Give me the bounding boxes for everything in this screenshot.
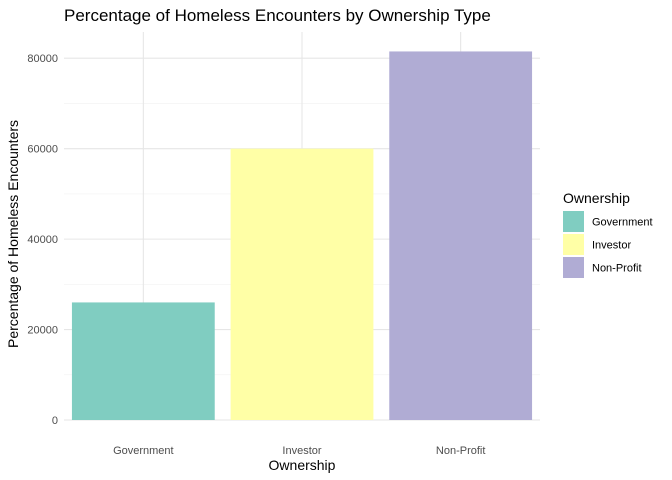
y-tick-label: 80000 — [27, 53, 58, 65]
x-axis-ticks: Government Investor Non-Profit — [113, 445, 485, 457]
bar-government — [71, 302, 215, 420]
legend: Ownership Government Investor Non-Profit — [563, 190, 653, 278]
y-axis-ticks: 0 20000 40000 60000 80000 — [27, 53, 58, 427]
x-tick-label: Investor — [282, 445, 321, 457]
y-axis-title: Percentage of Homeless Encounters — [5, 120, 21, 348]
x-axis-title: Ownership — [269, 457, 336, 473]
y-tick-label: 60000 — [27, 144, 58, 156]
legend-title: Ownership — [563, 190, 630, 206]
bars — [71, 51, 533, 420]
bar-non-profit — [389, 51, 533, 420]
legend-label: Government — [592, 217, 653, 229]
legend-key — [563, 257, 584, 278]
legend-label: Investor — [592, 240, 631, 252]
x-tick-label: Government — [113, 445, 174, 457]
legend-key — [563, 234, 584, 255]
legend-label: Non-Profit — [592, 263, 642, 275]
chart-title: Percentage of Homeless Encounters by Own… — [64, 6, 491, 25]
y-tick-label: 40000 — [27, 234, 58, 246]
y-tick-label: 0 — [52, 415, 58, 427]
bar-investor — [230, 148, 374, 420]
y-tick-label: 20000 — [27, 325, 58, 337]
x-tick-label: Non-Profit — [436, 445, 486, 457]
legend-key — [563, 211, 584, 232]
